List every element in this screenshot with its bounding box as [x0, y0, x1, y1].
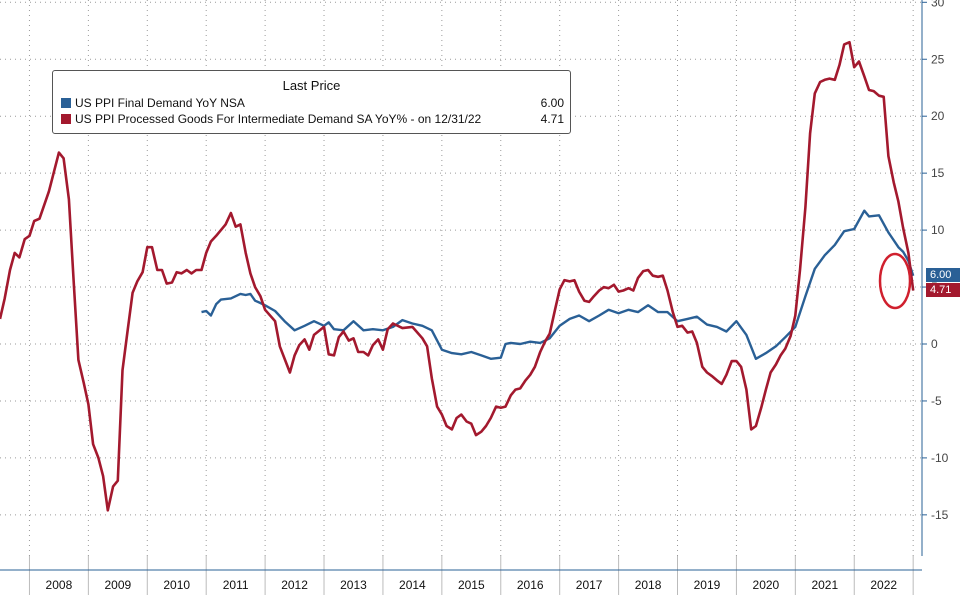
x-tick-label: 2015 — [458, 578, 485, 592]
last-value-tag-blue: 6.00 — [926, 268, 960, 282]
x-tick-label: 2017 — [576, 578, 603, 592]
x-tick-label: 2013 — [340, 578, 367, 592]
y-tick-label: -10 — [931, 451, 949, 465]
x-tick-label: 2010 — [163, 578, 190, 592]
y-tick-label: 20 — [931, 109, 945, 123]
x-axis: 2008 2009 2010 2011 2012 2013 2014 2015 2016 2017… — [0, 556, 922, 595]
legend-value-red: 4.71 — [540, 112, 564, 126]
x-tick-label: 2021 — [811, 578, 838, 592]
legend-item-red: US PPI Processed Goods For Intermediate … — [53, 111, 570, 127]
legend-label-blue: US PPI Final Demand YoY NSA — [75, 96, 245, 110]
x-tick-label: 2018 — [635, 578, 662, 592]
legend-header: Last Price — [282, 78, 341, 93]
x-tick-label: 2008 — [46, 578, 73, 592]
legend-swatch-blue — [61, 98, 71, 108]
last-value-tag-red: 4.71 — [926, 283, 960, 297]
y-tick-label: 15 — [931, 166, 945, 180]
y-tick-label: 0 — [931, 337, 938, 351]
x-tick-label: 2022 — [870, 578, 897, 592]
highlight-circle — [878, 252, 912, 310]
legend-label-red: US PPI Processed Goods For Intermediate … — [75, 112, 482, 126]
x-tick-label: 2020 — [753, 578, 780, 592]
series-line-processed-goods — [0, 40, 915, 512]
y-tick-label: 30 — [931, 0, 945, 9]
y-tick-label: 10 — [931, 223, 945, 237]
y-tick-label: -15 — [931, 508, 949, 522]
x-tick-label: 2012 — [281, 578, 308, 592]
y-tick-label: -5 — [931, 394, 942, 408]
legend: Last Price US PPI Final Demand YoY NSA 6… — [52, 70, 571, 134]
x-tick-label: 2009 — [104, 578, 131, 592]
x-tick-label: 2016 — [517, 578, 544, 592]
x-tick-label: 2014 — [399, 578, 426, 592]
x-tick-label: 2019 — [694, 578, 721, 592]
legend-value-blue: 6.00 — [540, 96, 564, 110]
y-tick-label: 25 — [931, 52, 945, 66]
series-line-final-demand — [201, 209, 915, 360]
series-lines — [0, 40, 915, 512]
legend-item-blue: US PPI Final Demand YoY NSA 6.00 — [53, 95, 570, 111]
legend-swatch-red — [61, 114, 71, 124]
x-tick-label: 2011 — [223, 578, 249, 592]
